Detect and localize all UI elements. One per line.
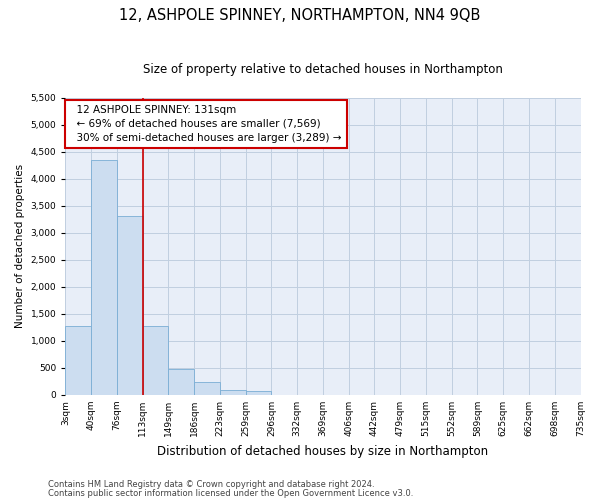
Bar: [143, 326, 169, 395]
Bar: [65, 326, 91, 395]
X-axis label: Distribution of detached houses by size in Northampton: Distribution of detached houses by size …: [157, 444, 488, 458]
Text: 12, ASHPOLE SPINNEY, NORTHAMPTON, NN4 9QB: 12, ASHPOLE SPINNEY, NORTHAMPTON, NN4 9Q…: [119, 8, 481, 22]
Bar: [117, 216, 143, 395]
Text: Contains HM Land Registry data © Crown copyright and database right 2024.: Contains HM Land Registry data © Crown c…: [48, 480, 374, 489]
Bar: [220, 390, 245, 395]
Bar: [245, 391, 271, 395]
Text: Contains public sector information licensed under the Open Government Licence v3: Contains public sector information licen…: [48, 489, 413, 498]
Bar: [169, 369, 194, 395]
Bar: [91, 160, 117, 395]
Text: 12 ASHPOLE SPINNEY: 131sqm
  ← 69% of detached houses are smaller (7,569)
  30% : 12 ASHPOLE SPINNEY: 131sqm ← 69% of deta…: [70, 105, 342, 143]
Bar: [194, 382, 220, 395]
Title: Size of property relative to detached houses in Northampton: Size of property relative to detached ho…: [143, 62, 503, 76]
Y-axis label: Number of detached properties: Number of detached properties: [15, 164, 25, 328]
